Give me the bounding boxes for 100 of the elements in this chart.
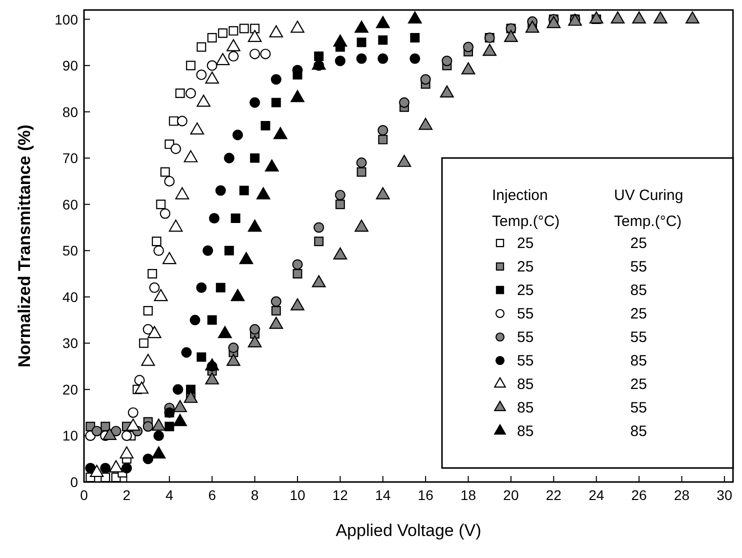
point: [186, 384, 196, 394]
x-tick-label: 26: [631, 487, 648, 503]
point: [149, 282, 160, 293]
point: [356, 53, 367, 64]
point: [216, 282, 226, 292]
point: [314, 52, 324, 62]
point: [218, 28, 228, 38]
point: [176, 116, 188, 126]
point: [356, 38, 366, 48]
point: [224, 246, 234, 256]
y-tick-label: 50: [62, 242, 78, 259]
x-tick-label: 0: [80, 487, 88, 503]
point: [442, 56, 452, 66]
point: [378, 53, 388, 64]
point: [164, 422, 174, 432]
legend-label: 55 55: [517, 329, 647, 346]
point: [420, 74, 431, 85]
point: [232, 130, 243, 140]
point: [190, 314, 200, 326]
point: [378, 125, 388, 136]
point: [207, 33, 217, 42]
point: [230, 214, 240, 223]
point: [128, 407, 138, 418]
x-tick-label: 4: [165, 487, 174, 503]
point: [186, 60, 196, 70]
y-tick-label: 40: [62, 288, 78, 305]
x-tick-label: 18: [460, 487, 476, 503]
point: [356, 167, 366, 177]
x-tick-label: 24: [588, 487, 604, 503]
point: [250, 324, 260, 335]
point: [260, 120, 270, 130]
y-tick-label: 20: [62, 381, 78, 398]
y-tick-label: 80: [62, 104, 78, 120]
y-tick-label: 90: [62, 58, 78, 74]
legend-label: 85 85: [517, 423, 647, 440]
point: [314, 236, 324, 246]
point: [100, 422, 110, 432]
point: [170, 144, 182, 154]
y-axis-title: Normalized Transmittance (%): [15, 124, 34, 368]
y-tick-label: 30: [62, 335, 78, 352]
point: [398, 97, 410, 108]
point: [142, 421, 154, 432]
point: [153, 430, 164, 441]
point: [139, 338, 149, 348]
point: [152, 236, 162, 246]
legend-label: 25 85: [517, 282, 647, 299]
point: [175, 88, 185, 98]
x-tick-label: 14: [375, 487, 391, 503]
x-tick-label: 30: [716, 487, 732, 503]
point: [196, 42, 206, 52]
point: [85, 462, 96, 474]
point: [250, 48, 260, 60]
point: [378, 35, 388, 45]
point: [185, 88, 196, 99]
point: [270, 296, 282, 307]
x-tick-label: 6: [208, 487, 216, 503]
point: [335, 200, 345, 210]
point: [143, 306, 153, 316]
y-tick-label: 10: [62, 428, 78, 444]
point: [206, 60, 218, 71]
x-tick-label: 12: [332, 487, 348, 503]
x-tick-label: 2: [122, 487, 131, 503]
point: [148, 269, 158, 278]
point: [250, 97, 260, 108]
point: [164, 176, 175, 186]
point: [228, 26, 238, 36]
x-tick-label: 20: [503, 487, 519, 503]
point: [172, 384, 184, 395]
point: [215, 185, 226, 196]
annotation: UV Curing Temp.(°C): [614, 187, 684, 230]
x-axis-title: Applied Voltage (V): [336, 521, 482, 540]
x-tick-label: 10: [290, 487, 306, 503]
point: [196, 352, 206, 362]
point: [239, 186, 249, 196]
legend-label: 25 55: [517, 258, 647, 276]
legend-label: 55 25: [517, 306, 647, 322]
point: [100, 462, 111, 474]
point: [156, 200, 166, 210]
point: [121, 462, 132, 474]
point: [92, 426, 102, 436]
point: [142, 454, 154, 464]
point: [153, 245, 164, 256]
point: [224, 152, 234, 164]
point: [168, 116, 178, 126]
point: [202, 245, 214, 256]
y-tick-label: 0: [70, 474, 78, 490]
legend-label: 25 25: [517, 235, 647, 252]
legend-label: 55 85: [517, 352, 647, 370]
legend-label: 85 55: [517, 400, 647, 416]
point: [314, 222, 324, 233]
point: [110, 426, 122, 436]
point: [228, 51, 239, 62]
point: [271, 306, 281, 316]
x-tick-label: 22: [546, 487, 562, 503]
point: [181, 347, 192, 358]
point: [239, 24, 249, 34]
point: [142, 324, 154, 335]
point: [292, 259, 303, 270]
x-tick-label: 8: [250, 487, 259, 503]
point: [410, 53, 420, 64]
